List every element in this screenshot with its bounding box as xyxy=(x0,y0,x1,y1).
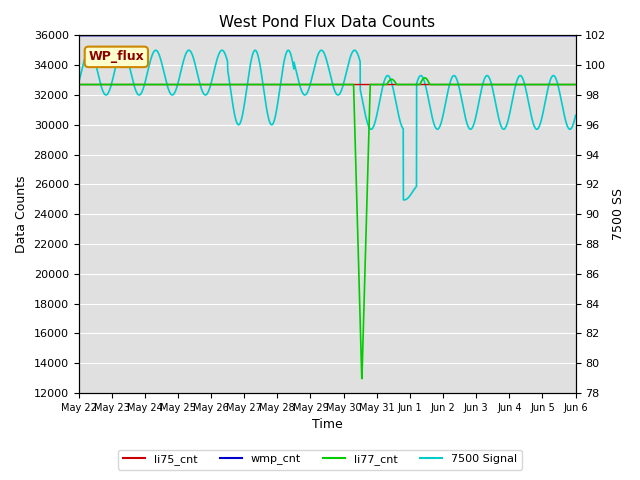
Y-axis label: 7500 SS: 7500 SS xyxy=(612,188,625,240)
Y-axis label: Data Counts: Data Counts xyxy=(15,176,28,253)
X-axis label: Time: Time xyxy=(312,419,342,432)
Title: West Pond Flux Data Counts: West Pond Flux Data Counts xyxy=(219,15,435,30)
Text: WP_flux: WP_flux xyxy=(88,50,144,63)
Legend: li75_cnt, wmp_cnt, li77_cnt, 7500 Signal: li75_cnt, wmp_cnt, li77_cnt, 7500 Signal xyxy=(118,450,522,469)
